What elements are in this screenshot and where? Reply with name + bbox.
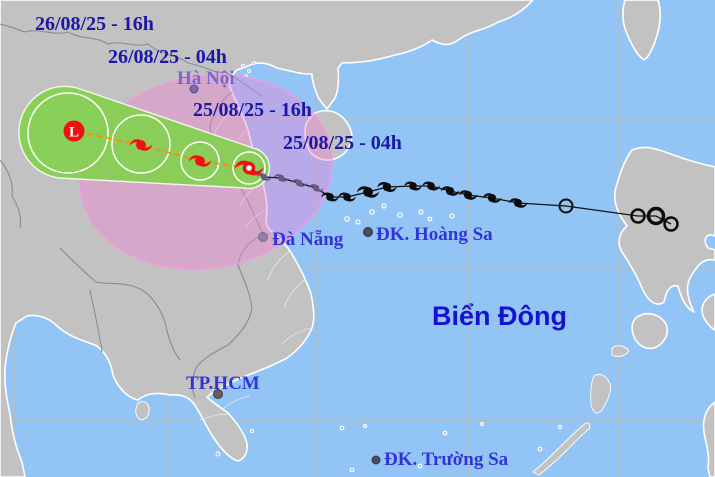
label-tphcm: TP.HCM xyxy=(186,373,260,394)
truongsa-dot xyxy=(371,455,381,465)
taiwan-island xyxy=(622,0,661,61)
label-26-08-16h: 26/08/25 - 16h xyxy=(35,13,154,35)
paracel-islets xyxy=(344,203,455,225)
label-25-08-04h: 25/08/25 - 04h xyxy=(283,132,402,154)
label-hanoi: Hà Nội xyxy=(177,68,235,89)
past-position-circle xyxy=(663,216,679,232)
forecast-track-line xyxy=(73,130,250,169)
hainan-island xyxy=(304,109,353,161)
label-hoangsa: ĐK. Hoàng Sa xyxy=(376,224,493,245)
past-position-circle xyxy=(558,198,574,214)
tphcm-dot xyxy=(213,389,223,399)
phu-quoc-island xyxy=(135,401,150,421)
storm-track: L xyxy=(63,120,679,232)
low-pressure-marker xyxy=(63,120,85,142)
past-position-circle xyxy=(646,206,666,226)
label-25-08-16h: 25/08/25 - 16h xyxy=(193,99,312,121)
range-circle xyxy=(180,141,220,181)
halong-islets xyxy=(240,61,256,78)
label-danang: Đà Nẵng xyxy=(272,229,344,250)
forecast-cone xyxy=(18,85,271,190)
label-biendong: Biển Đông xyxy=(432,301,567,331)
past-position-circle xyxy=(630,208,646,224)
hanoi-dot xyxy=(189,84,199,94)
range-circle xyxy=(27,92,109,174)
luzon-island xyxy=(613,146,715,313)
range-circle xyxy=(111,114,171,174)
philippine-islands xyxy=(532,293,715,477)
map-labels: 26/08/25 - 16h 26/08/25 - 04h 25/08/25 -… xyxy=(35,13,567,470)
forecast-range-circles xyxy=(27,92,266,185)
label-26-08-04h: 26/08/25 - 04h xyxy=(108,46,227,68)
typhoon-eye xyxy=(246,165,252,171)
low-pressure-label: L xyxy=(69,125,79,141)
danang-dot xyxy=(258,232,268,242)
spratly-islets xyxy=(215,421,563,473)
country-borders xyxy=(0,23,265,399)
label-truongsa: ĐK. Trường Sa xyxy=(384,449,509,470)
hoangsa-dot xyxy=(363,227,373,237)
range-circle xyxy=(232,151,266,185)
